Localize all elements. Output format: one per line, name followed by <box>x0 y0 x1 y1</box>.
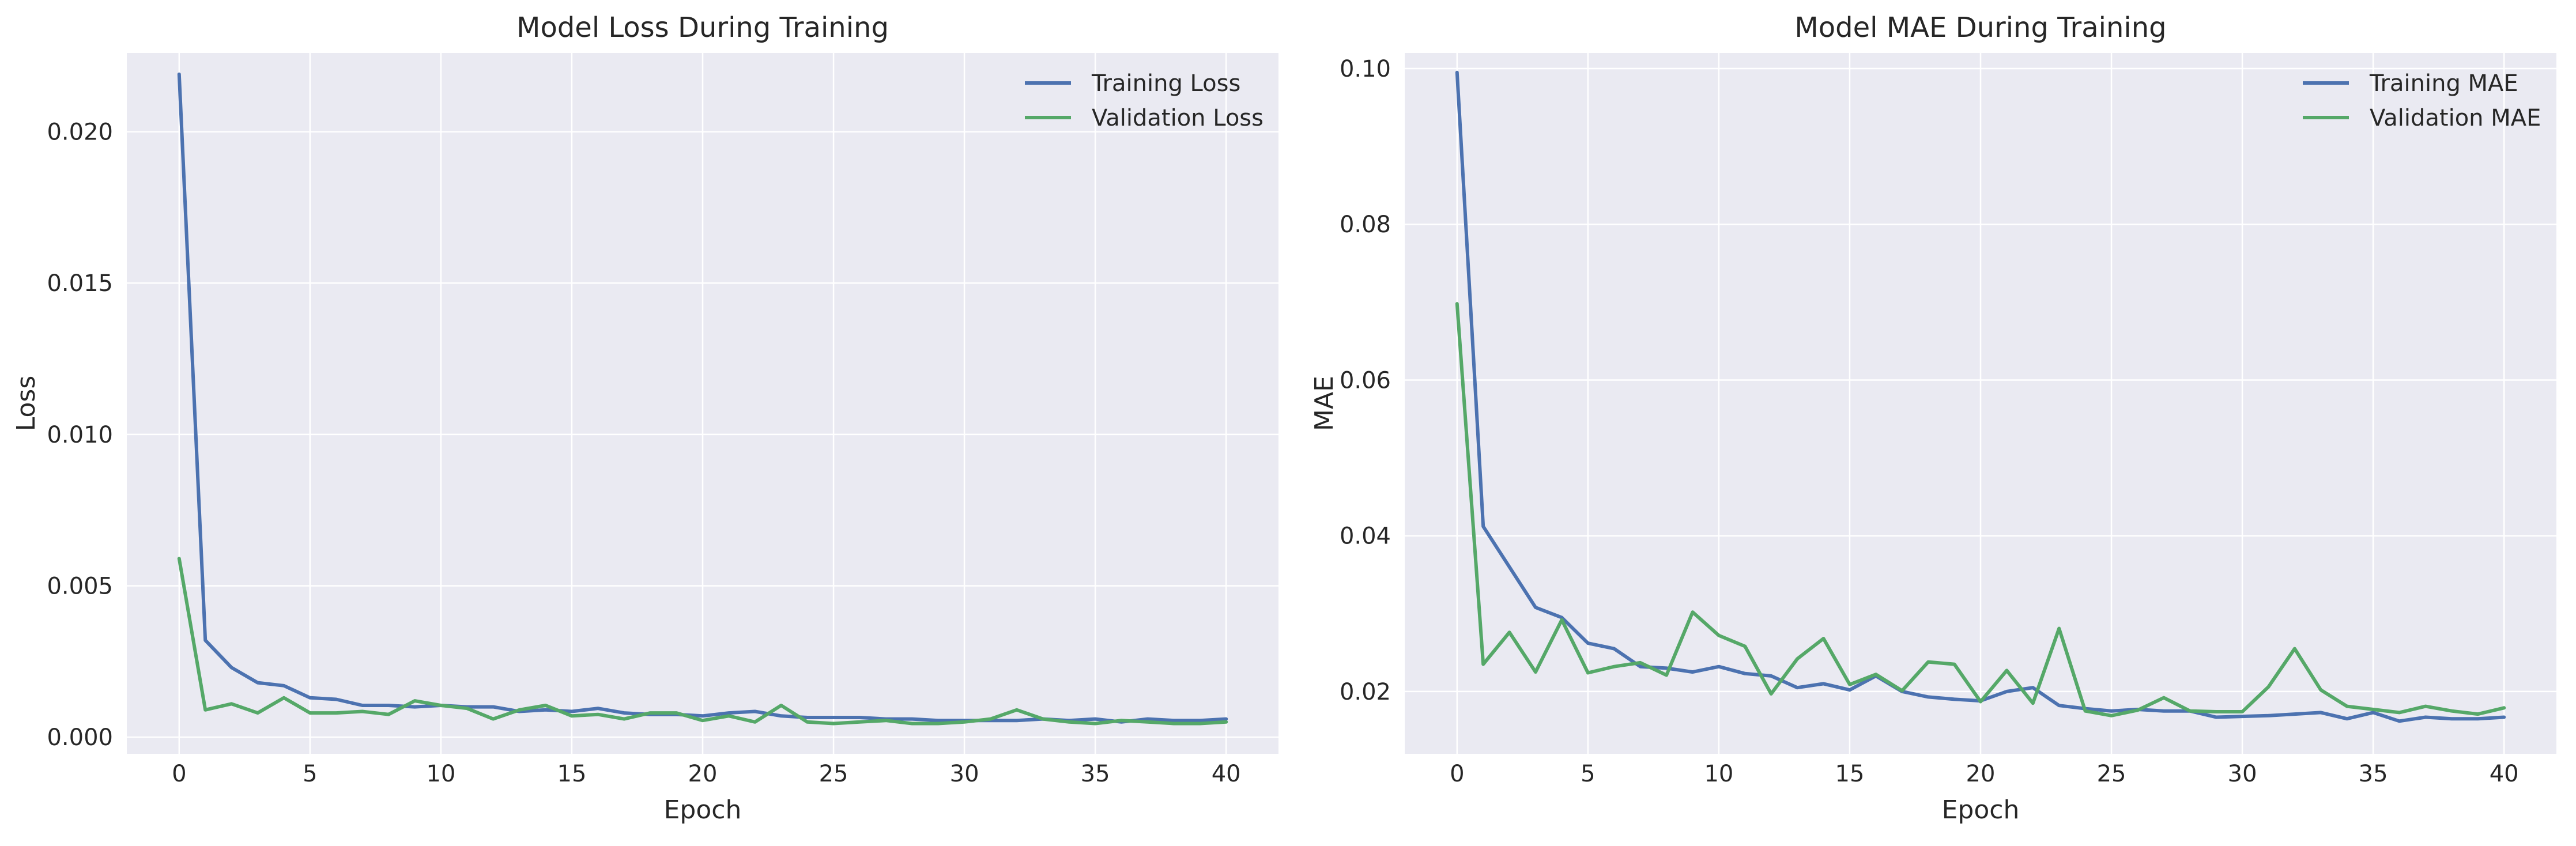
loss-x-tick-label: 25 <box>819 761 848 787</box>
loss-x-tick-label: 10 <box>426 761 455 787</box>
mae-y-tick-label: 0.08 <box>1340 212 1391 238</box>
mae-x-tick-label: 40 <box>2490 761 2519 787</box>
mae-x-tick-label: 30 <box>2228 761 2257 787</box>
loss-x-axis-label: Epoch <box>664 795 742 825</box>
loss-legend-label-training: Training Loss <box>1091 70 1240 97</box>
loss-y-tick-label: 0.000 <box>47 724 113 751</box>
mae-x-tick-label: 35 <box>2359 761 2388 787</box>
mae-y-tick-label: 0.04 <box>1340 523 1391 550</box>
mae-legend: Training MAE Validation MAE <box>2303 70 2541 131</box>
mae-chart-title: Model MAE During Training <box>1794 12 2166 44</box>
loss-series-group <box>177 72 1228 726</box>
loss-x-tick-label: 15 <box>557 761 587 787</box>
loss-chart: 0 5 10 15 20 25 30 35 40 0.000 0.005 0.010 0.015 0.02… <box>12 12 1278 825</box>
loss-chart-title: Model Loss During Training <box>516 12 889 44</box>
mae-y-tick-label: 0.10 <box>1340 56 1391 82</box>
mae-ticks: 0 5 10 15 20 25 30 35 40 0.02 0.04 0.06 0.08 0.10 <box>1340 56 2519 787</box>
loss-y-axis-label: Loss <box>12 376 41 432</box>
loss-series-line-validation <box>177 557 1228 726</box>
mae-x-tick-label: 10 <box>1704 761 1733 787</box>
mae-x-tick-label: 25 <box>2097 761 2126 787</box>
loss-y-tick-label: 0.015 <box>47 270 113 297</box>
loss-grid <box>127 53 1278 754</box>
mae-y-axis-label: MAE <box>1310 376 1339 431</box>
loss-y-tick-label: 0.020 <box>47 119 113 146</box>
mae-y-tick-label: 0.02 <box>1340 679 1391 705</box>
mae-chart: 0 5 10 15 20 25 30 35 40 0.02 0.04 0.06 0.08 0.10 Mod… <box>1310 12 2556 825</box>
loss-y-tick-label: 0.005 <box>47 573 113 599</box>
loss-y-tick-label: 0.010 <box>47 422 113 448</box>
mae-legend-label-training: Training MAE <box>2369 70 2518 97</box>
mae-series-line-validation <box>1455 302 2506 717</box>
mae-legend-label-validation: Validation MAE <box>2370 105 2541 131</box>
mae-x-tick-label: 20 <box>1966 761 1996 787</box>
loss-x-tick-label: 30 <box>950 761 979 787</box>
loss-x-tick-label: 5 <box>303 761 317 787</box>
loss-x-tick-label: 20 <box>688 761 718 787</box>
loss-legend-label-validation: Validation Loss <box>1092 105 1264 131</box>
mae-series-group <box>1455 70 2506 723</box>
mae-x-tick-label: 5 <box>1581 761 1595 787</box>
loss-x-tick-label: 40 <box>1212 761 1241 787</box>
loss-x-tick-label: 35 <box>1081 761 1110 787</box>
mae-x-tick-label: 0 <box>1450 761 1464 787</box>
loss-ticks: 0 5 10 15 20 25 30 35 40 0.000 0.005 0.010 0.015 0.02… <box>47 119 1240 787</box>
mae-x-axis-label: Epoch <box>1942 795 2020 825</box>
mae-x-tick-label: 15 <box>1835 761 1865 787</box>
mae-y-tick-label: 0.06 <box>1340 367 1391 394</box>
loss-legend: Training Loss Validation Loss <box>1025 70 1264 131</box>
mae-grid <box>1405 53 2556 754</box>
loss-x-tick-label: 0 <box>172 761 186 787</box>
